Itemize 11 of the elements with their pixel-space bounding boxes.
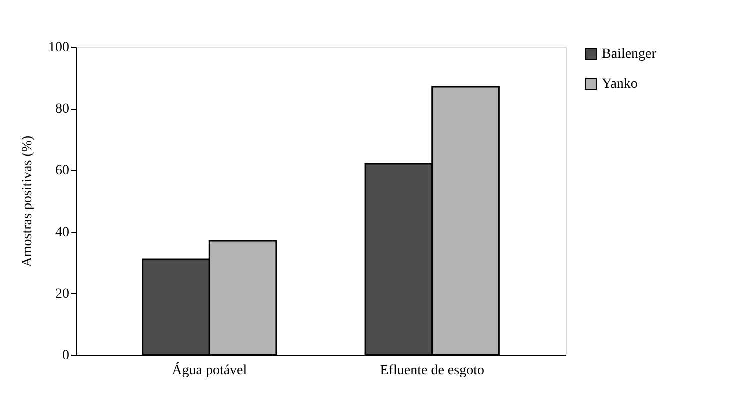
y-tick-label: 20 xyxy=(56,286,70,302)
y-axis-title: Amostras positivas (%) xyxy=(20,135,36,268)
y-tick-label: 60 xyxy=(56,164,70,179)
y-tick-label: 0 xyxy=(62,348,70,364)
y-tick-label: 100 xyxy=(48,40,70,56)
legend-label: Bailenger xyxy=(602,47,657,62)
y-tick-label: 40 xyxy=(56,225,70,240)
x-tick-label: Água potável xyxy=(172,362,248,378)
legend-label: Yanko xyxy=(602,77,638,92)
y-tick-label: 80 xyxy=(56,102,70,118)
x-tick-label: Efluente de esgoto xyxy=(380,364,484,378)
